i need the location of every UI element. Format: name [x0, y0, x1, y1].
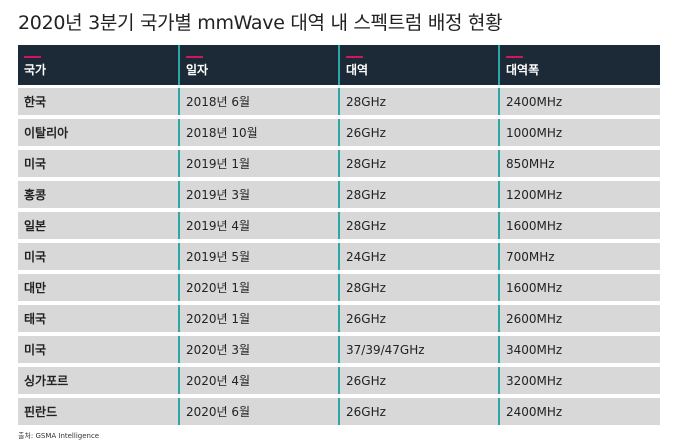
cell-bandwidth: 2400MHz	[498, 398, 660, 425]
table-row: 미국 2019년 1월 28GHz 850MHz	[18, 150, 660, 177]
table-row: 대만 2020년 1월 28GHz 1600MHz	[18, 274, 660, 301]
cell-country: 핀란드	[18, 398, 178, 425]
cell-country: 홍콩	[18, 181, 178, 208]
cell-band: 26GHz	[338, 119, 498, 146]
cell-bandwidth: 700MHz	[498, 243, 660, 270]
table-row: 핀란드 2020년 6월 26GHz 2400MHz	[18, 398, 660, 425]
table-header-row: 국가 일자 대역 대역폭	[18, 45, 660, 85]
cell-bandwidth: 2400MHz	[498, 88, 660, 115]
cell-country: 일본	[18, 212, 178, 239]
cell-bandwidth: 1600MHz	[498, 212, 660, 239]
table-row: 태국 2020년 1월 26GHz 2600MHz	[18, 305, 660, 332]
cell-band: 28GHz	[338, 88, 498, 115]
cell-date: 2020년 1월	[178, 305, 338, 332]
header-date: 일자	[178, 45, 338, 85]
cell-band: 28GHz	[338, 212, 498, 239]
cell-country: 한국	[18, 88, 178, 115]
cell-bandwidth: 3400MHz	[498, 336, 660, 363]
page-title: 2020년 3분기 국가별 mmWave 대역 내 스펙트럼 배정 현황	[18, 12, 503, 34]
cell-date: 2019년 1월	[178, 150, 338, 177]
cell-date: 2018년 10월	[178, 119, 338, 146]
cell-date: 2020년 6월	[178, 398, 338, 425]
header-bandwidth: 대역폭	[498, 45, 660, 85]
cell-bandwidth: 1000MHz	[498, 119, 660, 146]
spectrum-table: 국가 일자 대역 대역폭 한국 2018년 6월 28GHz 2400MHz 이…	[18, 45, 660, 429]
cell-country: 미국	[18, 243, 178, 270]
cell-bandwidth: 1200MHz	[498, 181, 660, 208]
cell-date: 2020년 3월	[178, 336, 338, 363]
cell-country: 미국	[18, 150, 178, 177]
cell-band: 28GHz	[338, 150, 498, 177]
table-row: 미국 2020년 3월 37/39/47GHz 3400MHz	[18, 336, 660, 363]
cell-date: 2020년 1월	[178, 274, 338, 301]
header-country: 국가	[18, 45, 178, 85]
table-row: 한국 2018년 6월 28GHz 2400MHz	[18, 88, 660, 115]
cell-date: 2019년 3월	[178, 181, 338, 208]
cell-band: 26GHz	[338, 367, 498, 394]
source-note: 출처: GSMA Intelligence	[18, 432, 100, 440]
cell-country: 미국	[18, 336, 178, 363]
cell-band: 24GHz	[338, 243, 498, 270]
table-row: 홍콩 2019년 3월 28GHz 1200MHz	[18, 181, 660, 208]
table-row: 싱가포르 2020년 4월 26GHz 3200MHz	[18, 367, 660, 394]
cell-band: 26GHz	[338, 398, 498, 425]
table-row: 이탈리아 2018년 10월 26GHz 1000MHz	[18, 119, 660, 146]
cell-band: 26GHz	[338, 305, 498, 332]
cell-country: 이탈리아	[18, 119, 178, 146]
cell-country: 대만	[18, 274, 178, 301]
cell-bandwidth: 850MHz	[498, 150, 660, 177]
cell-date: 2019년 4월	[178, 212, 338, 239]
cell-band: 28GHz	[338, 274, 498, 301]
table-row: 일본 2019년 4월 28GHz 1600MHz	[18, 212, 660, 239]
cell-bandwidth: 2600MHz	[498, 305, 660, 332]
cell-country: 싱가포르	[18, 367, 178, 394]
cell-date: 2019년 5월	[178, 243, 338, 270]
cell-band: 28GHz	[338, 181, 498, 208]
cell-bandwidth: 3200MHz	[498, 367, 660, 394]
cell-country: 태국	[18, 305, 178, 332]
table-row: 미국 2019년 5월 24GHz 700MHz	[18, 243, 660, 270]
cell-bandwidth: 1600MHz	[498, 274, 660, 301]
cell-band: 37/39/47GHz	[338, 336, 498, 363]
cell-date: 2018년 6월	[178, 88, 338, 115]
cell-date: 2020년 4월	[178, 367, 338, 394]
header-band: 대역	[338, 45, 498, 85]
